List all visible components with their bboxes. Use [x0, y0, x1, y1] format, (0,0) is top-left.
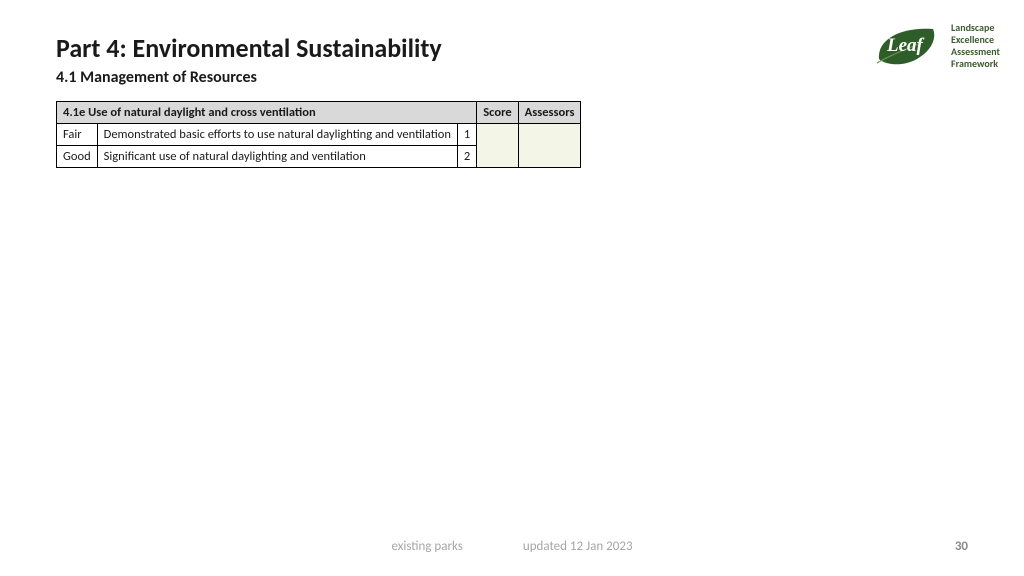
score-cell-empty: [477, 124, 518, 168]
logo-line: Framework: [951, 58, 1000, 70]
footer-left-text: existing parks: [391, 539, 462, 554]
desc-cell: Demonstrated basic efforts to use natura…: [97, 124, 457, 146]
page-footer: existing parks updated 12 Jan 2023 30: [0, 539, 1024, 554]
table-row: Fair Demonstrated basic efforts to use n…: [57, 124, 581, 146]
score-header: Score: [477, 102, 518, 124]
page-number: 30: [955, 539, 968, 554]
rating-cell: Fair: [57, 124, 98, 146]
criteria-header: 4.1e Use of natural daylight and cross v…: [57, 102, 477, 124]
points-cell: 2: [457, 146, 476, 168]
svg-text:Leaf: Leaf: [886, 35, 925, 56]
page-title: Part 4: Environmental Sustainability: [56, 32, 968, 64]
points-cell: 1: [457, 124, 476, 146]
desc-cell: Significant use of natural daylighting a…: [97, 146, 457, 168]
assessors-header: Assessors: [518, 102, 581, 124]
leaf-logo: Leaf Landscape Excellence Assessment Fra…: [873, 22, 1000, 70]
leaf-icon: Leaf: [873, 25, 945, 67]
rubric-table: 4.1e Use of natural daylight and cross v…: [56, 101, 581, 168]
assessors-cell-empty: [518, 124, 581, 168]
section-subtitle: 4.1 Management of Resources: [56, 68, 968, 87]
logo-subtitle: Landscape Excellence Assessment Framewor…: [951, 22, 1000, 70]
footer-center-text: updated 12 Jan 2023: [523, 539, 633, 554]
rating-cell: Good: [57, 146, 98, 168]
